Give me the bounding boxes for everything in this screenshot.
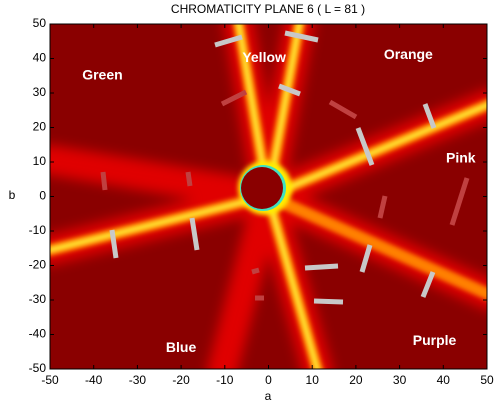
x-tick-label: -40 bbox=[85, 373, 103, 387]
x-tick-label: 30 bbox=[393, 373, 407, 387]
x-tick-label: 0 bbox=[265, 373, 272, 387]
y-tick-label: 50 bbox=[33, 16, 47, 30]
region-label: Purple bbox=[413, 332, 457, 348]
y-tick-label: 30 bbox=[33, 85, 47, 99]
x-tick-label: -10 bbox=[216, 373, 234, 387]
segments bbox=[100, 30, 470, 305]
heatmap bbox=[50, 24, 487, 369]
region-label: Pink bbox=[446, 149, 476, 165]
y-tick-label: -40 bbox=[29, 327, 47, 341]
y-tick-label: 0 bbox=[39, 189, 46, 203]
y-tick-label: -10 bbox=[29, 223, 47, 237]
region-label: Blue bbox=[166, 339, 197, 355]
x-tick-label: -50 bbox=[41, 373, 59, 387]
y-tick-label: 40 bbox=[33, 51, 47, 65]
y-tick-label: 20 bbox=[33, 120, 47, 134]
x-tick-label: 10 bbox=[306, 373, 320, 387]
x-tick-label: 50 bbox=[480, 373, 494, 387]
y-tick-label: -30 bbox=[29, 292, 47, 306]
region-label: Green bbox=[82, 66, 122, 82]
y-axis-label: b bbox=[9, 188, 16, 202]
y-tick-label: -50 bbox=[29, 361, 47, 375]
x-tick-label: -30 bbox=[129, 373, 147, 387]
y-tick-label: 10 bbox=[33, 154, 47, 168]
region-label: Orange bbox=[384, 46, 433, 62]
x-tick-label: 40 bbox=[437, 373, 451, 387]
chart-title: CHROMATICITY PLANE 6 ( L = 81 ) bbox=[171, 2, 365, 16]
x-axis-label: a bbox=[265, 389, 272, 403]
region-label: Yellow bbox=[242, 49, 286, 65]
y-tick-label: -20 bbox=[29, 258, 47, 272]
x-tick-label: -20 bbox=[172, 373, 190, 387]
x-tick-label: 20 bbox=[349, 373, 363, 387]
